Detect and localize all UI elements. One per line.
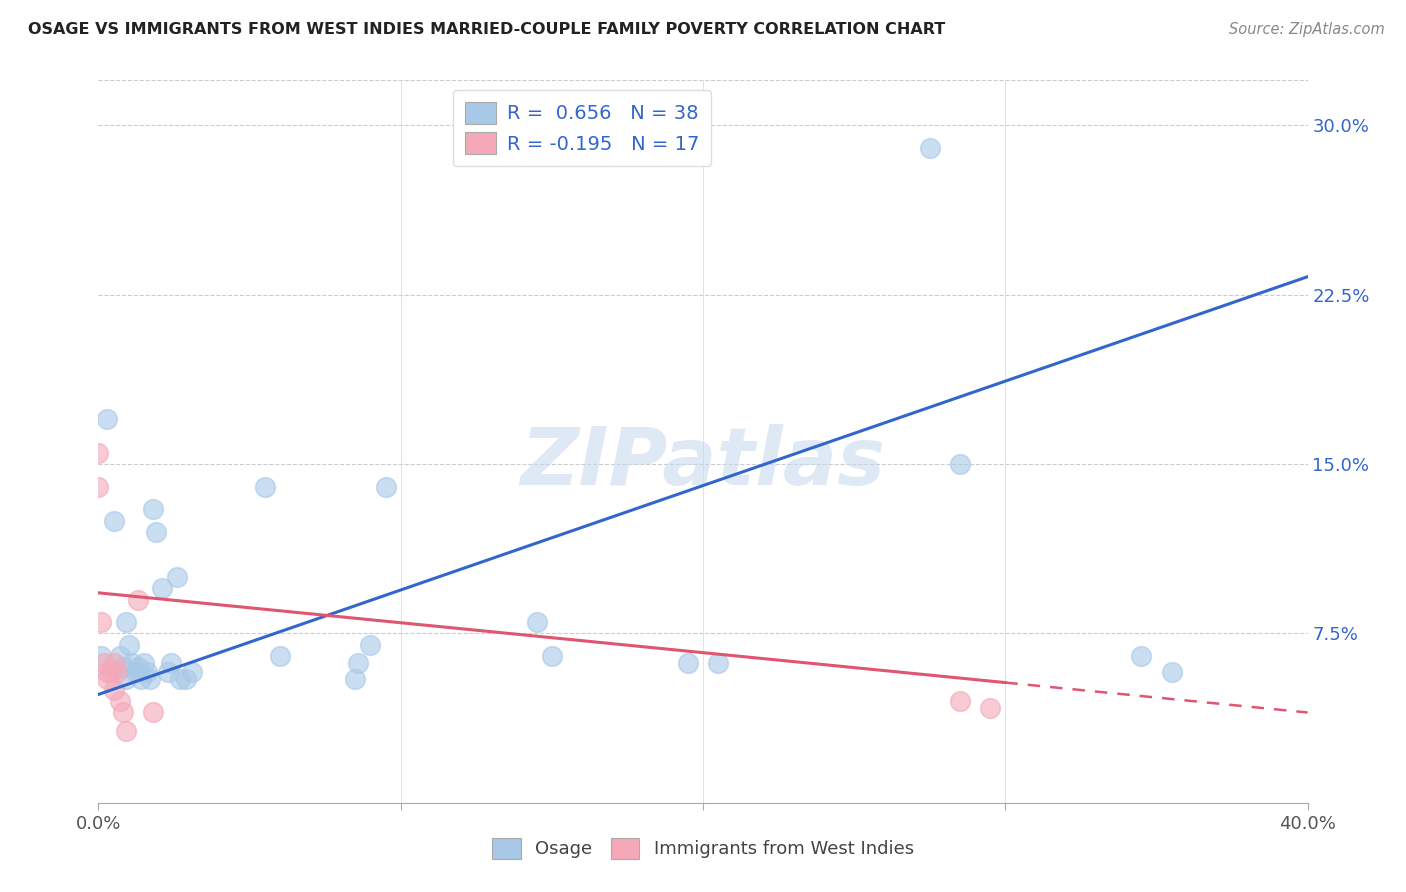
Point bbox=[174, 672, 197, 686]
Point bbox=[103, 682, 125, 697]
Point bbox=[1160, 665, 1182, 679]
Point bbox=[979, 701, 1001, 715]
Point bbox=[374, 480, 396, 494]
Point bbox=[526, 615, 548, 630]
Point bbox=[121, 656, 143, 670]
Point bbox=[96, 672, 118, 686]
Point bbox=[132, 656, 155, 670]
Point bbox=[96, 412, 118, 426]
Point bbox=[114, 615, 136, 630]
Point bbox=[129, 672, 152, 686]
Point bbox=[139, 672, 162, 686]
Point bbox=[253, 480, 276, 494]
Point bbox=[105, 665, 128, 679]
Point bbox=[103, 514, 125, 528]
Point bbox=[114, 672, 136, 686]
Point bbox=[90, 615, 112, 630]
Point bbox=[135, 665, 157, 679]
Point bbox=[344, 672, 367, 686]
Point bbox=[96, 665, 118, 679]
Point bbox=[114, 723, 136, 738]
Point bbox=[150, 582, 173, 596]
Legend: Osage, Immigrants from West Indies: Osage, Immigrants from West Indies bbox=[485, 830, 921, 866]
Point bbox=[90, 648, 112, 663]
Point bbox=[360, 638, 382, 652]
Point bbox=[166, 570, 188, 584]
Text: OSAGE VS IMMIGRANTS FROM WEST INDIES MARRIED-COUPLE FAMILY POVERTY CORRELATION C: OSAGE VS IMMIGRANTS FROM WEST INDIES MAR… bbox=[28, 22, 945, 37]
Point bbox=[347, 656, 370, 670]
Point bbox=[108, 694, 131, 708]
Point bbox=[269, 648, 291, 663]
Point bbox=[918, 141, 941, 155]
Point bbox=[127, 660, 149, 674]
Point bbox=[93, 656, 115, 670]
Point bbox=[145, 524, 167, 539]
Point bbox=[87, 446, 110, 460]
Point bbox=[142, 502, 165, 516]
Point bbox=[124, 665, 146, 679]
Point bbox=[118, 638, 141, 652]
Point bbox=[540, 648, 562, 663]
Point bbox=[169, 672, 191, 686]
Point bbox=[111, 660, 134, 674]
Point bbox=[108, 648, 131, 663]
Point bbox=[676, 656, 699, 670]
Point bbox=[707, 656, 730, 670]
Point bbox=[949, 457, 972, 471]
Point bbox=[103, 656, 125, 670]
Point bbox=[111, 706, 134, 720]
Point bbox=[142, 706, 165, 720]
Point bbox=[87, 480, 110, 494]
Point bbox=[127, 592, 149, 607]
Point bbox=[1130, 648, 1153, 663]
Text: Source: ZipAtlas.com: Source: ZipAtlas.com bbox=[1229, 22, 1385, 37]
Point bbox=[160, 656, 183, 670]
Point bbox=[181, 665, 204, 679]
Point bbox=[949, 694, 972, 708]
Text: ZIPatlas: ZIPatlas bbox=[520, 425, 886, 502]
Point bbox=[156, 665, 179, 679]
Point bbox=[100, 665, 122, 679]
